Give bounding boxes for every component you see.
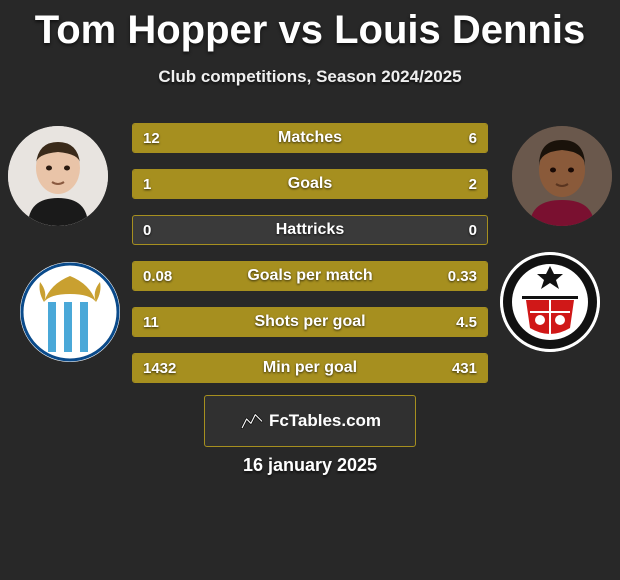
brand-box: FcTables.com	[204, 395, 416, 447]
stat-row: 11 Shots per goal 4.5	[132, 307, 488, 337]
club-left-crest	[20, 262, 120, 362]
stat-right-value: 0.33	[448, 262, 477, 290]
stat-right-value: 0	[469, 216, 477, 244]
stat-right-value: 6	[469, 124, 477, 152]
stat-row: 1 Goals 2	[132, 169, 488, 199]
stat-label: Hattricks	[133, 216, 487, 244]
stat-label: Goals	[133, 170, 487, 198]
stat-label: Shots per goal	[133, 308, 487, 336]
stat-row: 1432 Min per goal 431	[132, 353, 488, 383]
stat-label: Goals per match	[133, 262, 487, 290]
page-title: Tom Hopper vs Louis Dennis	[0, 0, 620, 53]
stat-label: Matches	[133, 124, 487, 152]
stat-label: Min per goal	[133, 354, 487, 382]
date-text: 16 january 2025	[0, 455, 620, 476]
chart-icon	[239, 406, 265, 437]
stat-row: 0 Hattricks 0	[132, 215, 488, 245]
stat-right-value: 431	[452, 354, 477, 382]
player-left-avatar	[8, 126, 108, 226]
player-right-avatar	[512, 126, 612, 226]
brand-text: FcTables.com	[269, 411, 381, 431]
club-right-crest	[500, 252, 600, 352]
page-subtitle: Club competitions, Season 2024/2025	[0, 67, 620, 87]
stat-right-value: 2	[469, 170, 477, 198]
stat-row: 0.08 Goals per match 0.33	[132, 261, 488, 291]
stats-bars: 12 Matches 6 1 Goals 2 0 Hattricks 0 0.0…	[132, 123, 488, 399]
stat-row: 12 Matches 6	[132, 123, 488, 153]
stat-right-value: 4.5	[456, 308, 477, 336]
